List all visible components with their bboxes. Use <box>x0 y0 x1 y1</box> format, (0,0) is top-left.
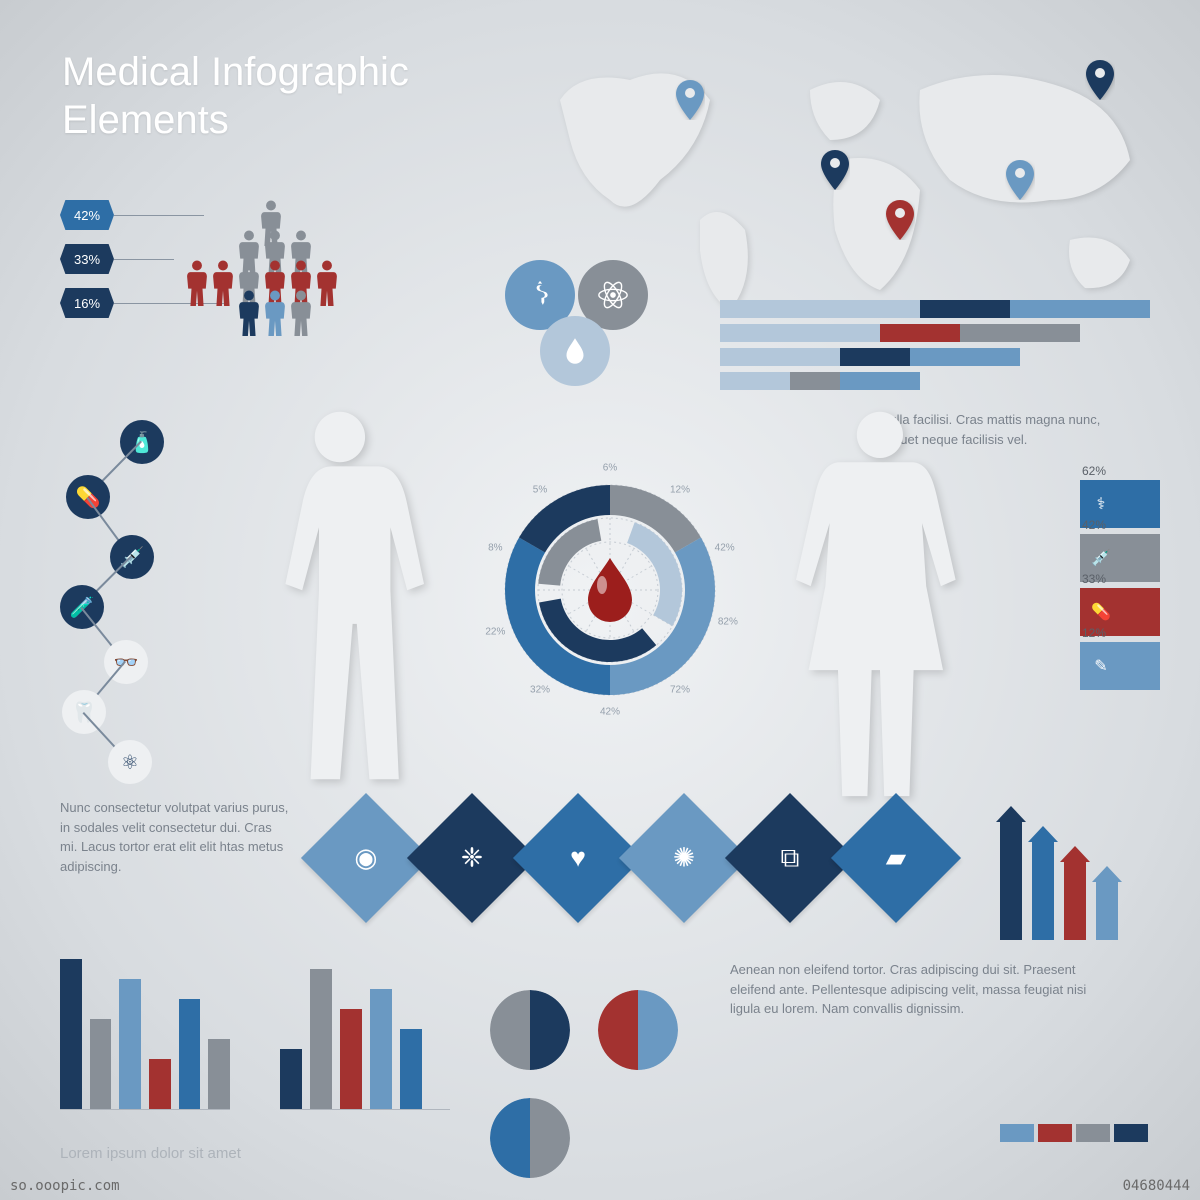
atom-icon: ⚛ <box>108 740 152 784</box>
male-silhouette <box>210 395 470 815</box>
arrow-bar <box>1096 880 1118 940</box>
radial-label: 6% <box>603 463 617 474</box>
map-pin-icon <box>675 80 705 125</box>
caption-text: Lorem ipsum dolor sit amet <box>60 1145 241 1162</box>
vertical-icon-bars: 62%⚕42%💉33%💊12%✎ <box>1080 480 1160 696</box>
bar-chart-2 <box>280 950 450 1110</box>
arrow-bar <box>1032 840 1054 940</box>
radial-label: 12% <box>670 485 690 496</box>
bar <box>119 979 141 1109</box>
person-icon <box>186 260 208 306</box>
stack-row <box>720 300 1150 318</box>
person-icon <box>290 290 312 336</box>
female-silhouette <box>750 395 1010 815</box>
svg-text:♥: ♥ <box>570 842 586 872</box>
bar <box>208 1039 230 1109</box>
map-pin-icon <box>820 150 850 195</box>
title-line2: Elements <box>62 96 409 144</box>
map-pin-icon <box>1005 160 1035 205</box>
legend-swatch <box>1000 1124 1034 1142</box>
liver-icon: ▰ <box>831 792 961 922</box>
hex-stat-3: 16% <box>60 288 114 318</box>
pie-row <box>490 990 700 1110</box>
stacked-bar-chart <box>720 300 1150 390</box>
vbar-pen: 12%✎ <box>1080 642 1160 690</box>
radial-label: 72% <box>670 684 690 695</box>
legend-swatch <box>1076 1124 1110 1142</box>
svg-text:▰: ▰ <box>886 842 907 872</box>
svg-text:✺: ✺ <box>673 842 695 872</box>
bar <box>60 959 82 1109</box>
icon-chain: 🧴💊💉🧪👓🦷⚛ <box>60 420 220 760</box>
text-block-3: Aenean non eleifend tortor. Cras adipisc… <box>730 960 1120 1019</box>
page-title: Medical Infographic Elements <box>62 48 409 144</box>
radial-label: 5% <box>533 485 547 496</box>
bar <box>280 1049 302 1109</box>
svg-text:◉: ◉ <box>354 842 377 872</box>
radial-blood-chart: 6% 12% 42% 82% 72% 42% 32% 22% 8% 5% <box>470 450 750 730</box>
file-id: 04680444 <box>1123 1178 1190 1194</box>
person-icon <box>212 260 234 306</box>
pie-icon <box>598 990 678 1070</box>
watermark: so.ooopic.com <box>10 1178 120 1194</box>
pie-icon <box>490 1098 570 1178</box>
bar <box>90 1019 112 1109</box>
arrow-bar <box>1000 820 1022 940</box>
arrow-bars <box>1000 800 1150 940</box>
radial-label: 32% <box>530 684 550 695</box>
radial-label: 82% <box>718 616 738 627</box>
people-stat-block: 42% 33% 16% <box>60 200 520 350</box>
radial-label: 22% <box>485 626 505 637</box>
legend-swatch <box>1114 1124 1148 1142</box>
bar <box>340 1009 362 1109</box>
bar <box>149 1059 171 1109</box>
stack-row <box>720 324 1080 342</box>
svg-text:⧉: ⧉ <box>780 842 799 872</box>
svg-text:❈: ❈ <box>461 842 483 872</box>
organ-diamonds: ◉ ❈ ♥ ✺ ⧉ ▰ <box>320 800 960 915</box>
hex-stat-2: 33% <box>60 244 114 274</box>
bar-chart-1 <box>60 950 230 1110</box>
bar <box>179 999 201 1109</box>
pie-icon <box>490 990 570 1070</box>
person-icon <box>316 260 338 306</box>
stack-row <box>720 372 920 390</box>
arrow-bar <box>1064 860 1086 940</box>
radial-label: 8% <box>488 543 502 554</box>
person-icon <box>238 290 260 336</box>
stack-row <box>720 348 1020 366</box>
bar <box>370 989 392 1109</box>
map-pin-icon <box>1085 60 1115 105</box>
legend-swatches <box>1000 1124 1148 1142</box>
legend-swatch <box>1038 1124 1072 1142</box>
bar <box>310 969 332 1109</box>
title-line1: Medical Infographic <box>62 48 409 96</box>
map-pin-icon <box>885 200 915 245</box>
person-icon <box>264 290 286 336</box>
radial-label: 42% <box>715 543 735 554</box>
bar <box>400 1029 422 1109</box>
hex-stat-1: 42% <box>60 200 114 230</box>
medical-icons-cluster <box>490 260 680 410</box>
radial-label: 42% <box>600 707 620 718</box>
droplet-icon <box>540 316 610 386</box>
